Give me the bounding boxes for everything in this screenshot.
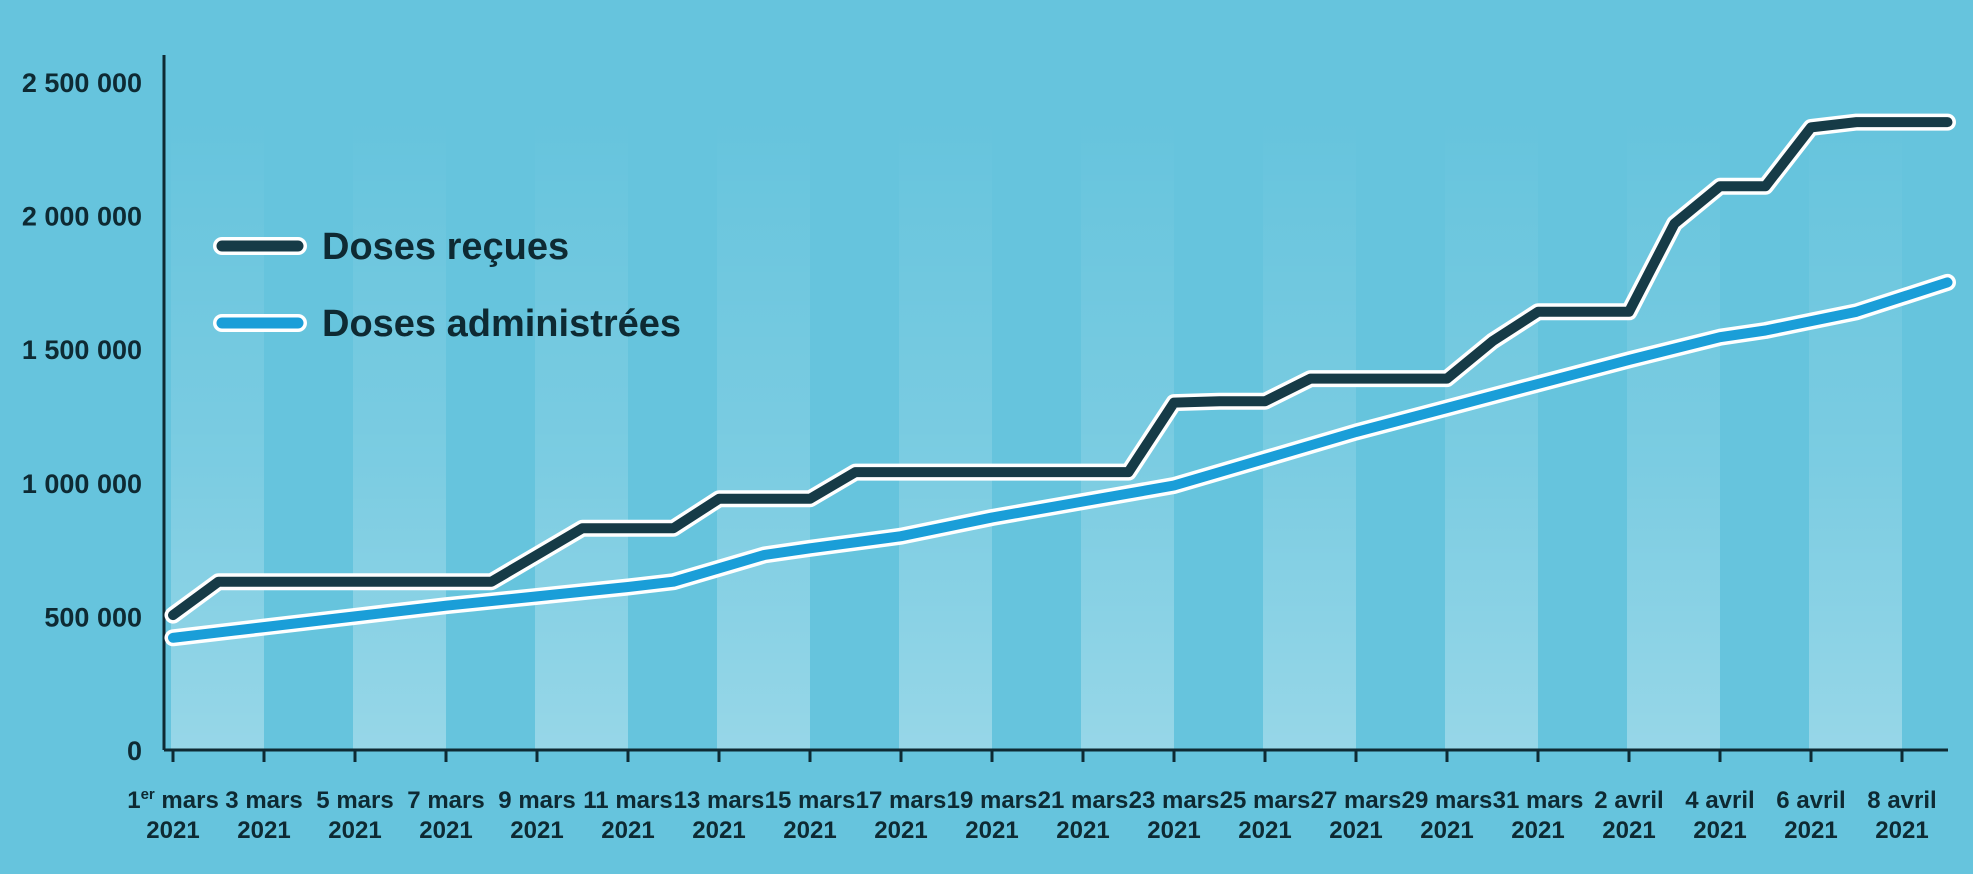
background-band bbox=[535, 118, 628, 750]
background-band bbox=[1809, 118, 1902, 750]
x-tick-label-year: 2021 bbox=[237, 817, 290, 844]
background-band bbox=[899, 118, 992, 750]
legend-label: Doses reçues bbox=[322, 226, 569, 268]
background-band bbox=[353, 118, 446, 750]
x-tick-label-day: 19 mars bbox=[947, 787, 1038, 814]
x-tick-label-year: 2021 bbox=[510, 817, 563, 844]
legend-label: Doses administrées bbox=[322, 303, 681, 345]
x-tick-label-year: 2021 bbox=[1329, 817, 1382, 844]
x-tick-label-day: 31 mars bbox=[1493, 787, 1584, 814]
chart-legend: Doses reçues Doses administrées bbox=[213, 226, 681, 345]
x-tick-label-day: 23 mars bbox=[1129, 787, 1220, 814]
background-band bbox=[717, 118, 810, 750]
x-tick-label-day: 3 mars bbox=[225, 787, 302, 814]
x-tick-label-day: 6 avril bbox=[1776, 787, 1845, 814]
x-tick-label-day: 2 avril bbox=[1594, 787, 1663, 814]
x-tick-label-year: 2021 bbox=[419, 817, 472, 844]
x-tick-label-year: 2021 bbox=[874, 817, 927, 844]
background-band bbox=[171, 118, 264, 750]
x-tick-label-day: 8 avril bbox=[1867, 787, 1936, 814]
x-tick-label-year: 2021 bbox=[328, 817, 381, 844]
x-tick-label-year: 2021 bbox=[1511, 817, 1564, 844]
x-tick-label-day: 13 mars bbox=[674, 787, 765, 814]
background-band bbox=[1627, 118, 1720, 750]
y-tick-label: 1 500 000 bbox=[22, 335, 142, 365]
chart-series bbox=[164, 113, 1956, 647]
x-tick-label-year: 2021 bbox=[1238, 817, 1291, 844]
x-tick-label-day: 25 mars bbox=[1220, 787, 1311, 814]
x-tick-label-day: 15 mars bbox=[765, 787, 856, 814]
background-band bbox=[1445, 118, 1538, 750]
x-tick-label-year: 2021 bbox=[1147, 817, 1200, 844]
y-tick-label: 1 000 000 bbox=[22, 469, 142, 499]
x-tick-label-year: 2021 bbox=[1784, 817, 1837, 844]
x-tick-label-year: 2021 bbox=[1056, 817, 1109, 844]
x-tick-label-year: 2021 bbox=[1602, 817, 1655, 844]
series-line bbox=[168, 277, 1953, 643]
x-tick-label-year: 2021 bbox=[601, 817, 654, 844]
y-tick-label: 500 000 bbox=[44, 602, 142, 632]
x-tick-label-day: 17 mars bbox=[856, 787, 947, 814]
series-line bbox=[168, 117, 1953, 621]
x-tick-label-day: 5 mars bbox=[316, 787, 393, 814]
x-tick-label-year: 2021 bbox=[1875, 817, 1928, 844]
chart-axes bbox=[162, 55, 1948, 752]
x-tick-label-day: 29 mars bbox=[1402, 787, 1493, 814]
x-tick-label-day: 1er mars bbox=[127, 786, 219, 814]
x-tick-label-day: 21 mars bbox=[1038, 787, 1129, 814]
background-bands bbox=[171, 118, 1902, 750]
x-axis-ticks: 1er mars 2021 3 mars 2021 5 mars 2021 7 mars 20… bbox=[127, 750, 1937, 844]
y-axis-ticks: 0 500 000 1 000 000 1 500 000 2 000 000 2 500… bbox=[22, 68, 142, 766]
x-tick-label-year: 2021 bbox=[965, 817, 1018, 844]
x-tick-label-day: 27 mars bbox=[1311, 787, 1402, 814]
x-tick-label-day: 7 mars bbox=[407, 787, 484, 814]
y-tick-label: 2 500 000 bbox=[22, 68, 142, 98]
x-tick-label-day: 9 mars bbox=[498, 787, 575, 814]
x-tick-label-year: 2021 bbox=[146, 817, 199, 844]
y-tick-label: 0 bbox=[127, 736, 142, 766]
y-tick-label: 2 000 000 bbox=[22, 202, 142, 232]
x-tick-label-year: 2021 bbox=[1693, 817, 1746, 844]
x-tick-label-year: 2021 bbox=[783, 817, 836, 844]
x-tick-label-year: 2021 bbox=[1420, 817, 1473, 844]
x-tick-label-day: 4 avril bbox=[1685, 787, 1754, 814]
x-tick-label-year: 2021 bbox=[692, 817, 745, 844]
x-tick-label-day: 11 mars bbox=[583, 787, 672, 814]
